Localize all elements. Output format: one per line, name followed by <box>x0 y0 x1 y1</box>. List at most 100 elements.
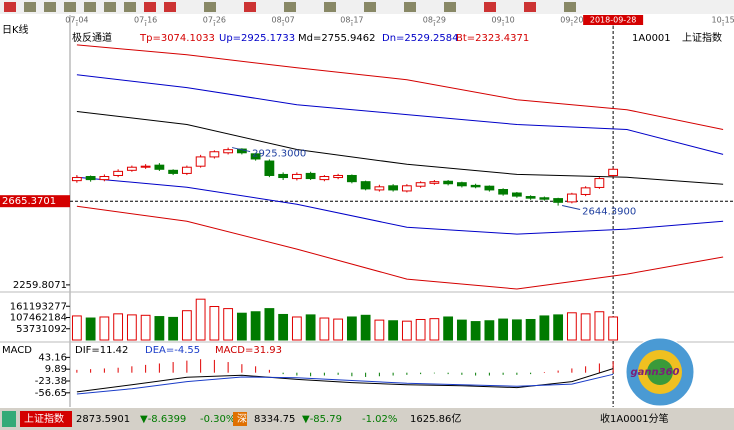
volume-bar <box>346 316 357 341</box>
y-tick-label: 43.16 <box>38 352 67 363</box>
candle-body <box>209 151 220 158</box>
x-tick-label: 2018-09-28 <box>590 16 637 25</box>
status-value: 深 <box>237 413 247 425</box>
y-tick-label: 53731092 <box>16 324 67 335</box>
volume-bar <box>608 316 619 341</box>
tool-icon[interactable] <box>24 2 36 12</box>
status-value: 8334.75 <box>254 414 295 425</box>
x-tick-label: 08-29 <box>423 16 446 25</box>
x-tick-label: 09-20 <box>560 16 583 25</box>
volume-bar <box>126 314 137 341</box>
index-badge[interactable] <box>20 411 72 427</box>
y-tick-label: -56.65 <box>35 388 67 399</box>
candle-body <box>470 184 481 188</box>
tool-icon[interactable] <box>484 2 496 12</box>
volume-bar <box>470 321 481 341</box>
band-line <box>76 176 724 235</box>
volume-bar <box>85 317 96 341</box>
x-tick-label: 07-04 <box>65 16 88 25</box>
indicator-value: DIF=11.42 <box>75 345 128 356</box>
tool-icon[interactable] <box>164 2 176 12</box>
status-icon[interactable] <box>2 411 16 427</box>
volume-bar <box>401 320 412 341</box>
tool-icon[interactable] <box>144 2 156 12</box>
tool-icon[interactable] <box>104 2 116 12</box>
candle-body <box>85 176 96 181</box>
candle-body <box>388 185 399 191</box>
tool-icon[interactable] <box>444 2 456 12</box>
volume-bar <box>209 306 220 341</box>
band-line <box>76 111 724 185</box>
candle-body <box>566 193 577 203</box>
candle-body <box>608 168 619 176</box>
tool-icon[interactable] <box>404 2 416 12</box>
tool-icon[interactable] <box>524 2 536 12</box>
tool-icon[interactable] <box>324 2 336 12</box>
indicator-param: Dn=2529.2584 <box>382 33 459 44</box>
volume-bar <box>594 311 605 341</box>
symbol-code: 1A0001 <box>632 33 671 44</box>
candle-body <box>264 160 275 176</box>
tool-icon[interactable] <box>124 2 136 12</box>
status-value: -1.02% <box>362 414 397 425</box>
status-value: 1625.86亿 <box>410 412 461 425</box>
x-tick-label: 07-26 <box>203 16 226 25</box>
x-tick-label: 08-07 <box>272 16 295 25</box>
volume-bar <box>181 310 192 341</box>
volume-bar <box>429 318 440 341</box>
cursor-date-bg <box>583 15 644 25</box>
candle-body <box>401 185 412 192</box>
status-value: 2873.5901 <box>76 414 130 425</box>
tool-icon[interactable] <box>204 2 216 12</box>
volume-bar <box>278 313 289 341</box>
crosshair-label: 2665.3701 <box>2 196 56 207</box>
band-line <box>76 205 724 290</box>
y-tick-label: 2259.8071 <box>13 280 67 291</box>
candle-body <box>305 172 316 180</box>
candle-body <box>223 149 234 154</box>
candle-body <box>553 198 564 203</box>
candle-body <box>181 166 192 174</box>
volume-bar <box>140 314 151 341</box>
indicator-param: Tp=3074.1033 <box>139 33 215 44</box>
tool-icon[interactable] <box>284 2 296 12</box>
volume-bar <box>511 319 522 341</box>
indicator-name: 极反通道 <box>72 31 112 44</box>
tool-icon[interactable] <box>564 2 576 12</box>
candle-body <box>195 156 206 167</box>
y-tick-label: 107462184 <box>10 313 67 324</box>
x-tick-label: 09-10 <box>492 16 515 25</box>
candle-body <box>168 169 179 174</box>
candle-body <box>498 189 509 195</box>
band-line <box>76 74 724 155</box>
candle-body <box>374 186 385 191</box>
tool-icon[interactable] <box>244 2 256 12</box>
volume-bar <box>319 317 330 341</box>
x-tick-label: 10-15 <box>712 16 734 25</box>
tool-icon[interactable] <box>44 2 56 12</box>
indicator-value: DEA=-4.55 <box>145 345 200 356</box>
candle-body <box>594 178 605 188</box>
volume-bar <box>360 314 371 341</box>
volume-bar <box>415 318 426 341</box>
candle-body <box>484 185 495 191</box>
x-tick-label: 07-16 <box>134 16 157 25</box>
volume-bar <box>443 316 454 341</box>
candle-body <box>291 173 302 180</box>
tool-icon[interactable] <box>4 2 16 12</box>
tool-icon[interactable] <box>84 2 96 12</box>
volume-bar <box>539 315 550 341</box>
candle-body <box>113 170 124 176</box>
tool-icon[interactable] <box>364 2 376 12</box>
status-value: ▼-85.79 <box>302 414 342 425</box>
x-tick-label: 08-17 <box>340 16 363 25</box>
candle-body <box>126 166 137 171</box>
annotation-label: 2644.3900 <box>582 207 636 218</box>
tool-icon[interactable] <box>64 2 76 12</box>
indicator-param: Md=2755.9462 <box>298 33 375 44</box>
candle-body <box>319 176 330 181</box>
toolbar <box>0 0 734 14</box>
volume-bar <box>333 318 344 341</box>
